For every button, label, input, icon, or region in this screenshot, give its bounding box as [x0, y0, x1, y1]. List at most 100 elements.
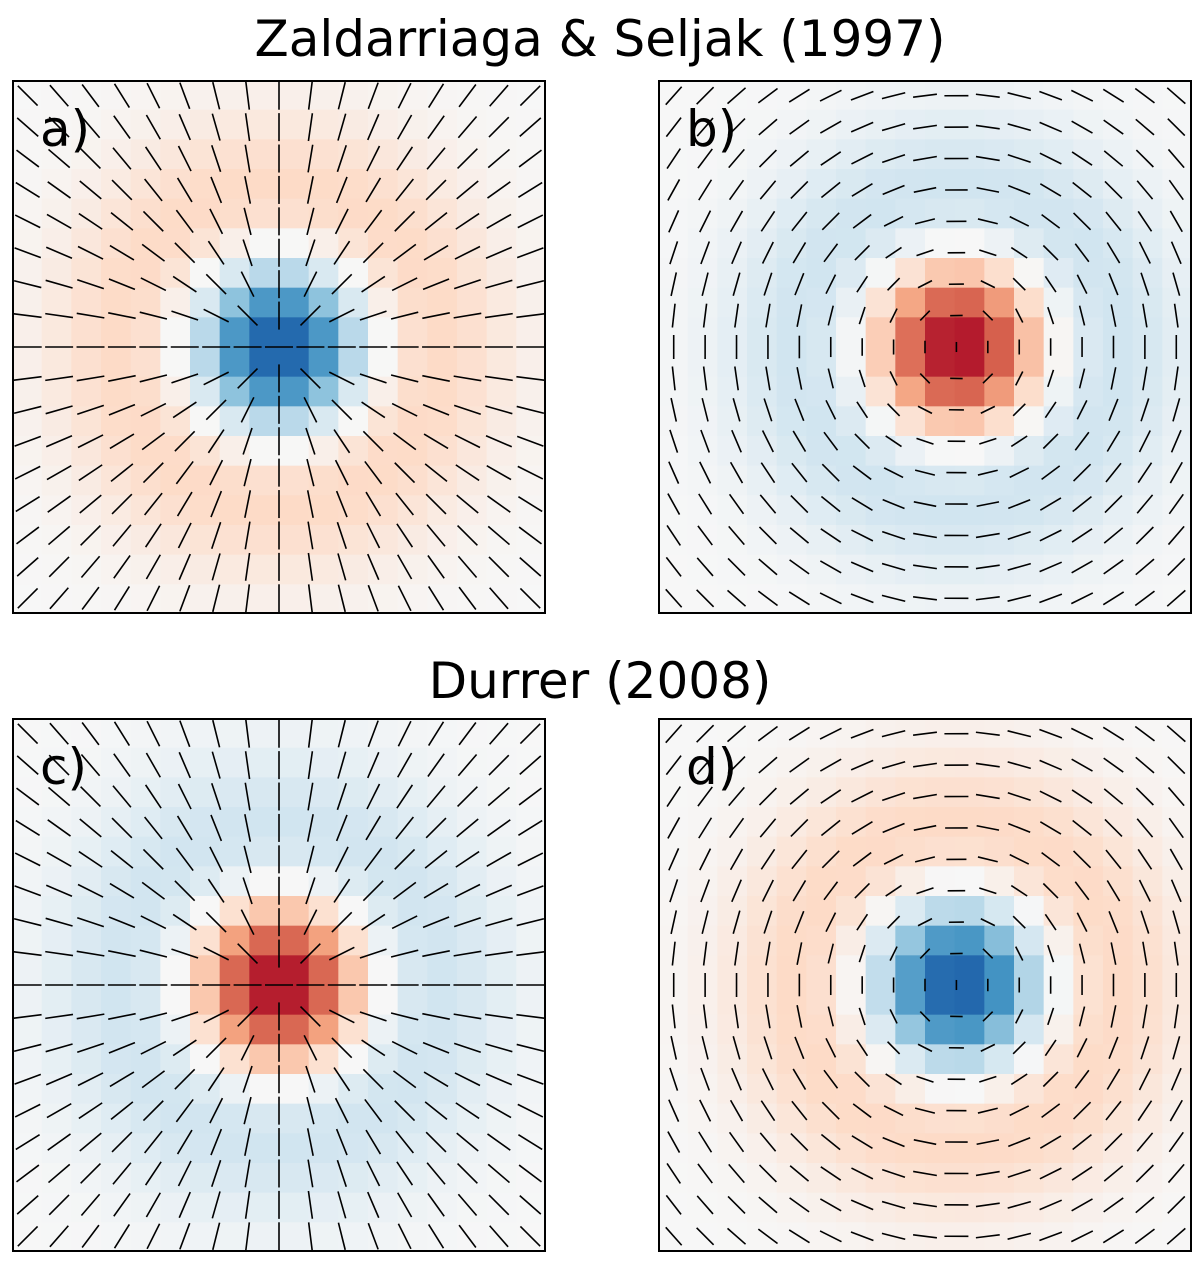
heatmap-cell	[486, 1014, 517, 1045]
polarization-vector	[178, 1191, 192, 1219]
polarization-vector	[519, 587, 541, 609]
polarization-vector	[49, 587, 69, 610]
polarization-vector	[16, 149, 40, 168]
polarization-vector	[209, 1097, 224, 1124]
heatmap-cell	[747, 584, 778, 614]
polarization-vector	[427, 753, 445, 777]
polarization-vector	[1008, 1136, 1031, 1148]
polarization-vector	[1007, 1232, 1032, 1240]
polarization-vector	[361, 913, 386, 931]
polarization-vector	[142, 462, 164, 484]
polarization-vector	[141, 881, 166, 900]
polarization-vector	[487, 525, 511, 546]
polarization-vector	[702, 366, 708, 391]
heatmap-cell	[160, 169, 191, 200]
polarization-vector	[1108, 272, 1119, 296]
heatmap-cell	[397, 985, 428, 1016]
polarization-vector	[666, 525, 682, 546]
heatmap-cell	[1073, 836, 1104, 867]
heatmap-cell	[836, 525, 867, 556]
polarization-vector	[819, 727, 842, 740]
heatmap-cell	[836, 836, 867, 867]
heatmap-cell	[747, 747, 778, 778]
polarization-vector	[1102, 726, 1125, 741]
polarization-vector	[454, 434, 481, 449]
polarization-vector	[1172, 1036, 1181, 1060]
polarization-vector	[975, 731, 1000, 736]
polarization-vector	[759, 494, 777, 514]
heatmap-cell	[1073, 198, 1104, 229]
polarization-vector	[335, 490, 348, 518]
heatmap-cell	[160, 1163, 191, 1194]
polarization-vector	[46, 213, 72, 229]
heatmap-cell	[219, 406, 250, 437]
polarization-vector	[729, 1099, 744, 1122]
heatmap-cell	[486, 1103, 517, 1134]
heatmap-cell	[457, 1014, 488, 1045]
polarization-vector	[760, 1100, 776, 1122]
polarization-vector	[203, 308, 230, 323]
polarization-vector	[335, 814, 348, 842]
heatmap-cell	[1073, 228, 1104, 259]
polarization-vector	[852, 213, 872, 229]
heatmap-cell	[397, 169, 428, 200]
polarization-vector	[427, 585, 445, 611]
heatmap-cell	[516, 169, 546, 200]
polarization-vector	[47, 181, 71, 199]
polarization-vector	[205, 273, 227, 295]
panel-d-heatmap	[658, 718, 1192, 1252]
polarization-vector	[203, 946, 230, 961]
polarization-vector	[362, 242, 384, 264]
polarization-vector	[109, 882, 135, 899]
heatmap-cell	[279, 525, 310, 556]
heatmap-cell	[806, 198, 837, 229]
heatmap-cell	[925, 525, 956, 556]
polarization-vector	[975, 1202, 1000, 1208]
heatmap-cell	[516, 376, 546, 407]
polarization-vector	[334, 459, 349, 486]
polarization-vector	[203, 371, 230, 386]
polarization-vector	[858, 944, 866, 963]
heatmap-cell	[279, 495, 310, 526]
polarization-vector	[1173, 941, 1179, 966]
polarization-vector	[792, 242, 807, 264]
polarization-vector	[457, 115, 478, 139]
polarization-vector	[792, 1068, 807, 1090]
heatmap-cell	[1132, 955, 1163, 986]
heatmap-cell	[279, 1074, 310, 1105]
polarization-vector	[977, 856, 998, 863]
heatmap-cell	[895, 1163, 926, 1194]
panel-frame	[658, 80, 1192, 614]
heatmap-cell	[249, 406, 280, 437]
heatmap-cell	[806, 955, 837, 986]
heatmap-cell	[190, 465, 221, 496]
heatmap-cell	[806, 836, 837, 867]
polarization-vector	[47, 148, 71, 169]
polarization-vector	[237, 943, 259, 965]
polarization-vector	[1007, 594, 1032, 602]
heatmap-cell	[190, 955, 221, 986]
polarization-vector	[699, 848, 712, 871]
heatmap-cell	[308, 584, 339, 614]
heatmap-cell	[1132, 1192, 1163, 1223]
polarization-vector	[761, 241, 775, 264]
polarization-vector	[209, 208, 224, 235]
heatmap-cell	[1014, 1192, 1045, 1223]
polarization-vector	[172, 1039, 197, 1057]
polarization-vector	[1166, 725, 1186, 743]
heatmap-cell	[954, 985, 985, 1016]
polarization-vector	[1039, 1199, 1063, 1211]
polarization-vector	[488, 754, 510, 776]
heatmap-cell	[12, 955, 43, 986]
polarization-vector	[820, 819, 841, 837]
polarization-vector	[113, 555, 131, 579]
heatmap-cell	[368, 406, 399, 437]
heatmap-cell	[1043, 554, 1074, 585]
heatmap-cell	[776, 1044, 807, 1075]
heatmap-cell	[160, 985, 191, 1016]
heatmap-cell	[190, 777, 221, 808]
heatmap-cell	[130, 747, 161, 778]
polarization-vector	[177, 522, 192, 549]
heatmap-cell	[130, 525, 161, 556]
polarization-vector	[453, 375, 482, 382]
